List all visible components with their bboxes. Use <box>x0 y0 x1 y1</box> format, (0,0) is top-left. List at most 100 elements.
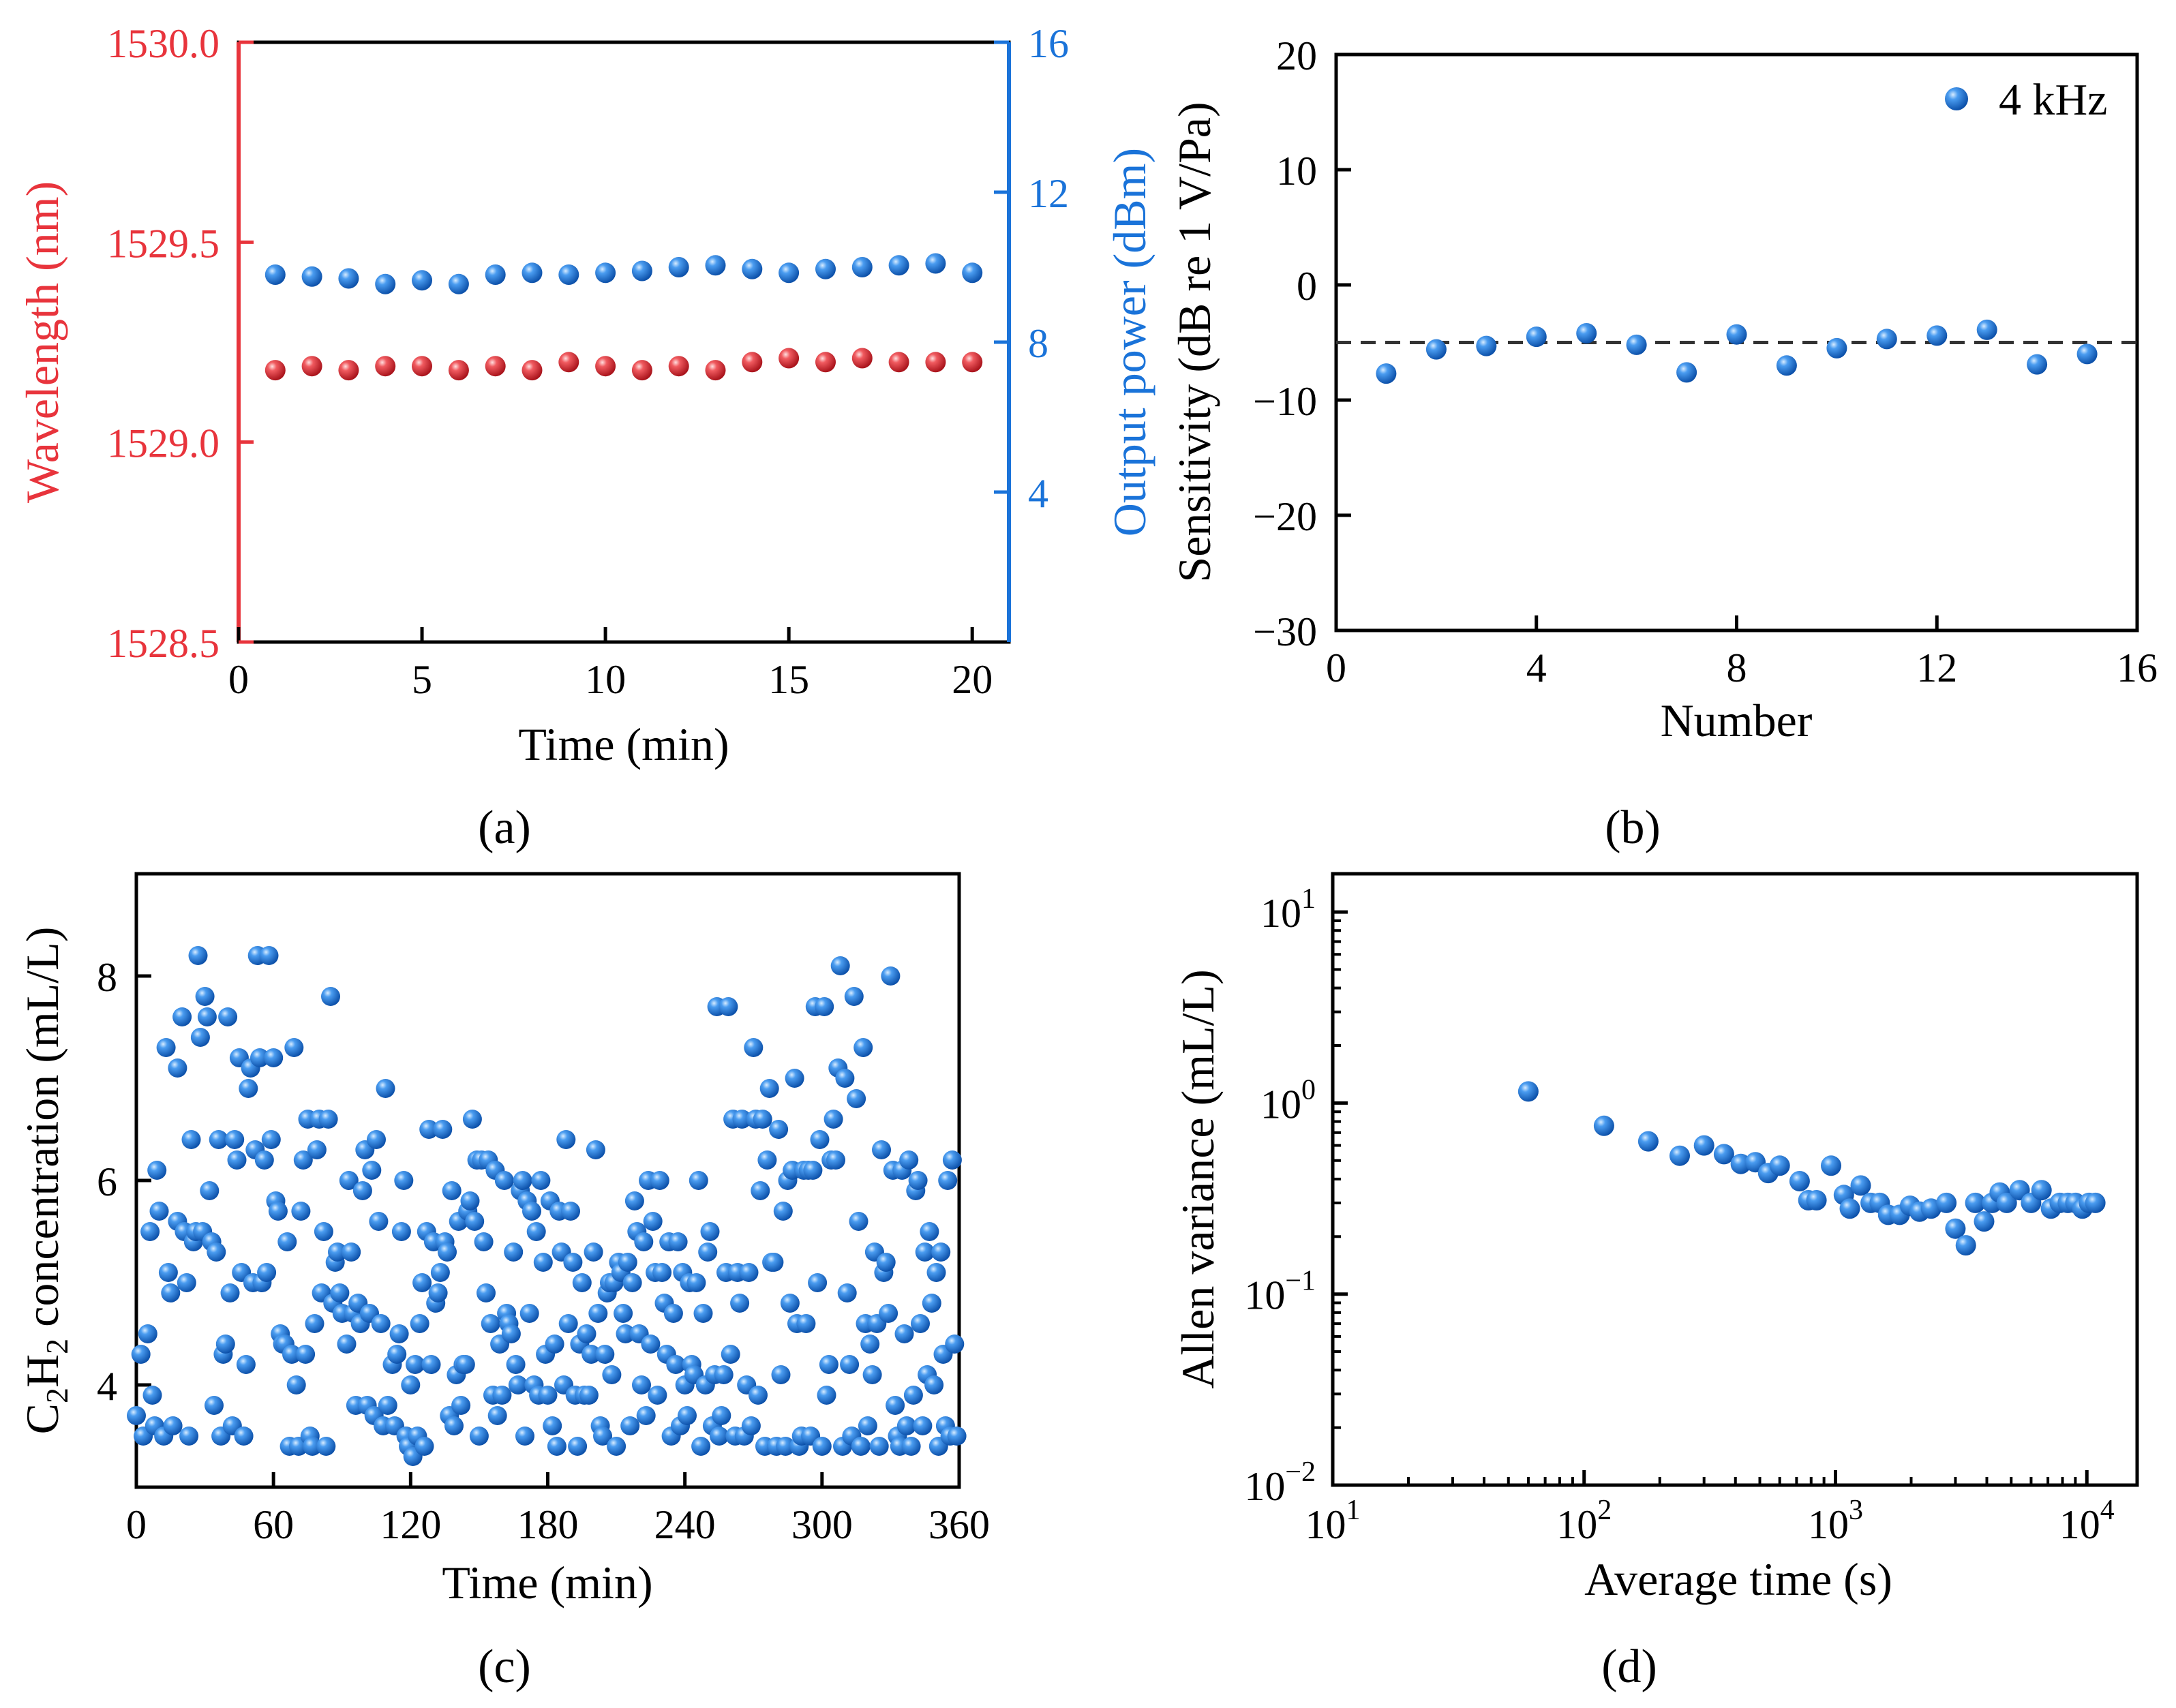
panel-c-point <box>945 1335 965 1354</box>
panel-a-x-axis-label: Time (min) <box>518 718 729 770</box>
panel-b-x-tick-label: 8 <box>1727 645 1747 690</box>
panel-d-y-axis-label: Allen variance (mL/L) <box>1172 969 1224 1389</box>
panel-c-x-tick-label: 300 <box>791 1502 853 1547</box>
panel-a-point-blue <box>301 266 322 287</box>
panel-c-point <box>394 1171 414 1190</box>
panel-c-point <box>494 1171 514 1190</box>
panel-c-point <box>147 1161 167 1180</box>
panel-c-point <box>947 1427 967 1446</box>
panel-c-point <box>481 1314 500 1333</box>
panel-c-point <box>506 1355 526 1374</box>
panel-c-point <box>261 1130 281 1149</box>
panel-a-point-red <box>558 352 579 373</box>
panel-c-point <box>195 987 215 1006</box>
panel-c-point <box>239 1079 258 1098</box>
panel-c-x-axis-label: Time (min) <box>442 1557 652 1608</box>
panel-c-point <box>158 1263 178 1282</box>
panel-d-plot-frame <box>1331 872 2139 1487</box>
panel-c-point <box>387 1345 407 1364</box>
panel-c-point <box>259 946 279 965</box>
panel-c-point <box>769 1120 789 1139</box>
panel-c-point <box>872 1140 891 1159</box>
panel-b-point <box>1826 337 1847 359</box>
panel-a-point-red <box>668 356 689 377</box>
panel-d-x-axis-label: Average time (s) <box>1584 1553 1892 1605</box>
panel-c-x-tick-label: 0 <box>126 1502 147 1547</box>
panel-c-point <box>663 1304 683 1323</box>
panel-d-point <box>1955 1235 1976 1256</box>
panel-a-point-red <box>815 352 836 373</box>
panel-a-x-tick-label: 10 <box>585 657 626 702</box>
panel-c-point <box>218 1007 238 1026</box>
panel-c-point <box>362 1161 382 1180</box>
panel-c-point <box>330 1283 350 1302</box>
panel-c-point <box>168 1058 187 1078</box>
panel-b-x-tick-label: 16 <box>2117 645 2158 690</box>
panel-c-point <box>584 1242 603 1262</box>
panel-b-point <box>1876 329 1897 350</box>
panel-c-point <box>197 1007 217 1026</box>
panel-c-point <box>316 1437 336 1456</box>
panel-d-point <box>1974 1211 1995 1232</box>
panel-c-point <box>803 1161 823 1180</box>
panel-b-point <box>1425 339 1447 360</box>
panel-c-y-label-sub-2a: 2 <box>40 1388 74 1403</box>
panel-c-point <box>719 997 738 1016</box>
panel-c-point <box>744 1038 764 1057</box>
panel-b-x-tick-label: 12 <box>1916 645 1957 690</box>
panel-c-point <box>149 1202 169 1221</box>
panel-c-point <box>896 1416 916 1435</box>
panel-d-point <box>1593 1115 1614 1136</box>
panel-c-point <box>545 1335 564 1354</box>
panel-c-point <box>284 1038 304 1057</box>
panel-c-point <box>547 1437 566 1456</box>
panel-c-point <box>177 1273 196 1292</box>
panel-c-point <box>901 1437 921 1456</box>
panel-c-point <box>556 1130 576 1149</box>
panel-d-point <box>1936 1192 1957 1213</box>
panel-c-point <box>622 1273 642 1292</box>
panel-c-point <box>759 1079 779 1098</box>
panel-d-point <box>1669 1145 1690 1166</box>
panel-c-point <box>689 1171 708 1190</box>
panel-b-point <box>2076 344 2098 365</box>
panel-c-point <box>588 1304 608 1323</box>
panel-c-point <box>922 1294 941 1313</box>
panel-c-point <box>215 1335 235 1354</box>
panel-c-point <box>796 1314 816 1333</box>
panel-c-point <box>492 1386 512 1405</box>
panel-a-point-blue <box>412 270 432 291</box>
panel-c-point <box>378 1396 397 1415</box>
panel-c-point <box>268 1202 288 1221</box>
panel-c-point <box>643 1212 663 1231</box>
panel-c-y-label-rest: concentration (mL/L) <box>16 927 68 1339</box>
panel-c-point <box>410 1314 429 1333</box>
panel-d-point <box>1945 1218 1966 1239</box>
panel-c-point <box>840 1355 860 1374</box>
panel-b-point <box>1526 326 1547 348</box>
panel-d-point <box>1965 1192 1986 1213</box>
panel-c-point <box>156 1038 176 1057</box>
panel-c-point <box>579 1386 599 1405</box>
panel-b-point <box>1976 319 1997 340</box>
panel-c-point <box>190 1028 210 1047</box>
panel-d-point <box>1996 1192 2017 1213</box>
panel-a-point-blue <box>448 273 469 294</box>
panel-c-point <box>501 1324 521 1343</box>
panel-c-point <box>632 1375 651 1394</box>
panel-b-point <box>1776 355 1797 376</box>
panel-c-point <box>879 1304 898 1323</box>
panel-c-point <box>172 1007 192 1026</box>
panel-c-point <box>414 1437 434 1456</box>
panel-c-point <box>847 1089 866 1108</box>
panel-a-point-red <box>595 356 616 377</box>
panel-c-point <box>401 1375 421 1394</box>
panel-c-point <box>181 1130 201 1149</box>
panel-d-y-tick-label: 100 <box>1260 1074 1316 1127</box>
panel-b-y-tick-label: 10 <box>1276 149 1317 194</box>
panel-b-legend-label: 4 kHz <box>1999 75 2107 125</box>
panel-c-point <box>433 1120 453 1139</box>
panel-c-point <box>648 1386 667 1405</box>
panel-b-y-tick-label: −30 <box>1253 609 1317 654</box>
